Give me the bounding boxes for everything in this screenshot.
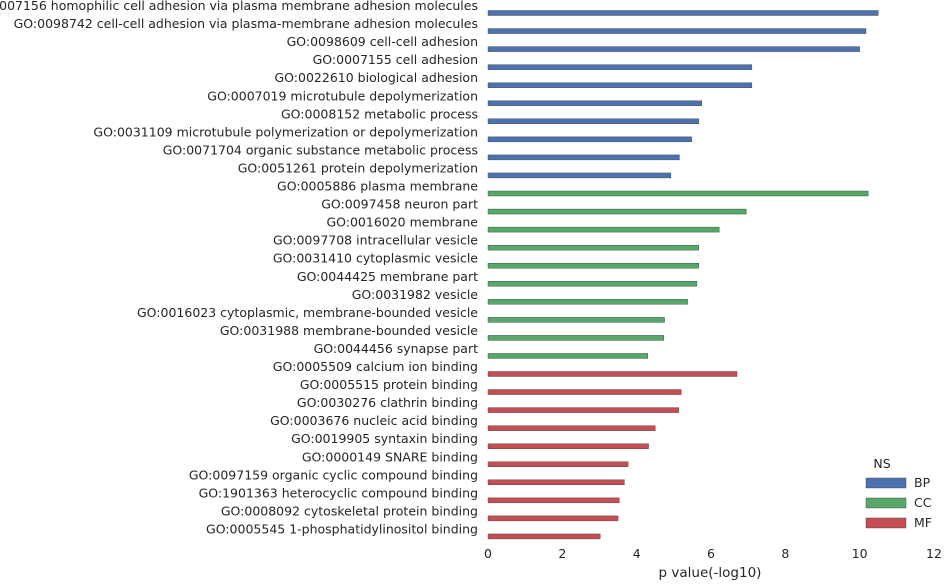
- bar-mf: [487, 389, 682, 395]
- x-axis-title: p value(-log10): [659, 565, 762, 581]
- legend: NS BP CC MF: [865, 456, 932, 530]
- bar-cc: [487, 335, 664, 341]
- bar-mf: [487, 443, 649, 449]
- category-label: GO:1901363 heterocyclic compound binding: [199, 485, 478, 500]
- bar-cc: [487, 226, 720, 233]
- bars-layer: [487, 10, 879, 540]
- category-label: GO:0008152 metabolic process: [281, 106, 478, 121]
- legend-swatch-bp: [865, 477, 907, 489]
- bar-cc: [487, 281, 698, 287]
- category-label: GO:0007156 homophilic cell adhesion via …: [0, 0, 478, 13]
- bar-mf: [487, 479, 625, 485]
- category-label: GO:0051261 protein depolymerization: [238, 160, 478, 175]
- category-label: GO:0071704 organic substance metabolic p…: [163, 142, 478, 157]
- category-label: GO:0097458 neuron part: [321, 197, 478, 212]
- x-tick-label: 2: [558, 546, 566, 561]
- x-tick-label: 0: [484, 546, 492, 561]
- bar-cc: [487, 353, 649, 359]
- category-label: GO:0031988 membrane-bounded vesicle: [220, 323, 478, 338]
- bar-mf: [487, 497, 620, 504]
- category-label: GO:0030276 clathrin binding: [297, 395, 478, 410]
- x-tick-label: 10: [852, 546, 868, 561]
- x-tick-label: 4: [633, 546, 641, 561]
- category-label: GO:0022610 biological adhesion: [275, 70, 479, 85]
- bar-bp: [487, 118, 699, 125]
- bar-mf: [487, 407, 679, 413]
- category-label: GO:0005886 plasma membrane: [277, 179, 478, 194]
- x-tick-label: 6: [707, 546, 715, 561]
- bar-bp: [487, 10, 879, 16]
- category-label: GO:0005545 1-phosphatidylinositol bindin…: [206, 521, 478, 536]
- category-label: GO:0005509 calcium ion binding: [273, 359, 478, 374]
- bar-cc: [487, 244, 699, 251]
- bar-bp: [487, 82, 753, 88]
- category-label: GO:0098609 cell-cell adhesion: [287, 34, 478, 49]
- bar-bp: [487, 100, 702, 106]
- x-tick-label: 12: [926, 546, 942, 561]
- bar-cc: [487, 299, 688, 305]
- category-label: GO:0003676 nucleic acid binding: [270, 413, 478, 428]
- bar-mf: [487, 461, 629, 467]
- bar-mf: [487, 533, 601, 540]
- x-axis: 0 2 4 6 8 10 12: [484, 546, 942, 561]
- category-label: GO:0016020 membrane: [326, 215, 478, 230]
- category-label: GO:0097159 organic cyclic compound bindi…: [189, 467, 478, 482]
- category-label: GO:0000149 SNARE binding: [302, 449, 478, 464]
- legend-label-bp: BP: [914, 475, 931, 490]
- category-label: GO:0031982 vesicle: [352, 287, 479, 302]
- category-label: GO:0031410 cytoplasmic vesicle: [273, 251, 478, 266]
- bar-mf: [487, 515, 619, 522]
- category-label: GO:0044425 membrane part: [297, 269, 478, 284]
- bar-bp: [487, 28, 867, 34]
- bar-mf: [487, 371, 738, 377]
- category-label: GO:0097708 intracellular vesicle: [273, 233, 478, 248]
- bar-mf: [487, 425, 656, 431]
- bar-bp: [487, 172, 672, 179]
- bar-cc: [487, 190, 869, 197]
- category-label: GO:0044456 synapse part: [314, 341, 478, 356]
- bar-bp: [487, 46, 860, 52]
- category-label: GO:0098742 cell-cell adhesion via plasma…: [14, 16, 478, 31]
- x-tick-label: 8: [781, 546, 789, 561]
- category-label: GO:0019905 syntaxin binding: [291, 431, 478, 446]
- bar-bp: [487, 154, 680, 161]
- category-label: GO:0007155 cell adhesion: [313, 52, 478, 67]
- bar-cc: [487, 317, 665, 323]
- bar-cc: [487, 263, 699, 269]
- category-labels: GO:0007156 homophilic cell adhesion via …: [0, 0, 478, 536]
- bar-bp: [487, 136, 692, 143]
- legend-title: NS: [873, 456, 890, 471]
- category-label: GO:0005515 protein binding: [300, 377, 478, 392]
- legend-label-mf: MF: [914, 515, 932, 530]
- legend-label-cc: CC: [914, 495, 932, 510]
- bar-bp: [487, 64, 753, 70]
- category-label: GO:0016023 cytoplasmic, membrane-bounded…: [137, 305, 478, 320]
- category-label: GO:0008092 cytoskeletal protein binding: [221, 503, 478, 518]
- legend-swatch-cc: [865, 497, 907, 509]
- category-label: GO:0031109 microtubule polymerization or…: [93, 124, 478, 139]
- category-label: GO:0007019 microtubule depolymerization: [207, 88, 478, 103]
- bar-cc: [487, 208, 747, 215]
- legend-swatch-mf: [865, 517, 907, 529]
